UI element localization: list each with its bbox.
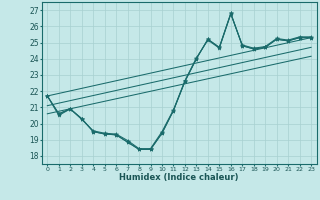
X-axis label: Humidex (Indice chaleur): Humidex (Indice chaleur) xyxy=(119,173,239,182)
